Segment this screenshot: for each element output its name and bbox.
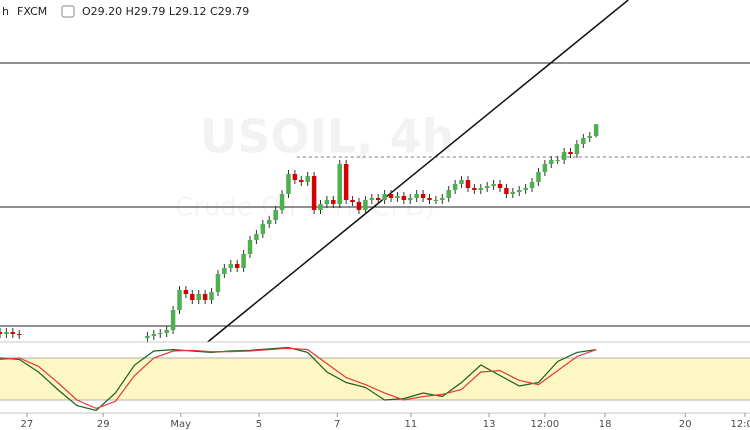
x-tick-label: 12:00 (730, 419, 750, 430)
candle-body (292, 174, 298, 180)
candle-body (478, 188, 484, 190)
candle-body (215, 274, 221, 292)
x-tick-label: 18 (599, 419, 612, 430)
candle-body (542, 164, 548, 172)
candle-body (446, 190, 451, 198)
candle-body (190, 294, 195, 300)
candle-body (356, 202, 362, 210)
ohlc-readout: O29.20 H29.79 L29.12 C29.79 (82, 5, 249, 18)
candle-body (484, 186, 490, 188)
candle-body (202, 294, 208, 300)
candle-body (331, 200, 336, 204)
candle-body (555, 160, 560, 161)
candle-body (286, 174, 291, 194)
candle-body (337, 164, 342, 204)
candle-body (209, 292, 214, 300)
candle-body (324, 200, 330, 204)
candle-body (568, 152, 573, 154)
candle-body (491, 184, 496, 186)
candle-body (414, 194, 419, 198)
x-tick-label: 5 (256, 419, 262, 430)
candle-body (16, 334, 22, 335)
candle-body (183, 290, 189, 294)
candle-body (311, 176, 317, 210)
candle-body (574, 144, 580, 154)
candle-body (273, 210, 278, 220)
source: FXCM (17, 5, 47, 18)
candle-body (369, 198, 375, 200)
candle-body (433, 200, 439, 201)
x-tick-label: 29 (97, 419, 110, 430)
candle-body (158, 333, 163, 334)
candle-body (504, 188, 509, 194)
eye-icon[interactable] (61, 5, 75, 18)
candle-body (151, 334, 157, 336)
x-tick-label: 12:00 (530, 419, 559, 430)
candle-body (472, 188, 477, 190)
candle-body (401, 196, 407, 200)
candle-body (408, 198, 413, 200)
x-tick-label: 20 (679, 419, 692, 430)
candle-body (581, 138, 586, 144)
candle-body (363, 200, 368, 210)
candle-body (529, 182, 535, 188)
candle-body (305, 176, 310, 182)
candle-body (343, 164, 349, 200)
x-tick-label: 7 (334, 419, 340, 430)
candle-body (452, 184, 458, 190)
candle-body (350, 200, 355, 202)
candle-body (222, 268, 227, 274)
trend-line (207, 0, 629, 343)
candle-body (260, 224, 266, 234)
candle-body (561, 152, 567, 160)
candle-body (440, 198, 445, 200)
x-tick-label: May (170, 419, 191, 430)
candle-body (523, 188, 528, 190)
candle-body (299, 180, 304, 182)
interval: h (2, 5, 9, 18)
candle-body (420, 194, 426, 198)
candle-body (145, 336, 150, 338)
candle-body (536, 172, 541, 182)
candle-body (266, 220, 272, 224)
candle-body (465, 180, 471, 188)
candle-body (510, 192, 516, 194)
x-tick-label: 27 (21, 419, 34, 430)
watermark: USOIL, 4h (200, 110, 454, 164)
candle-body (0, 332, 3, 334)
candle-body (497, 184, 503, 188)
candle-body (549, 160, 554, 164)
candle-body (395, 196, 400, 198)
candle-body (234, 264, 240, 268)
oscillator-pane (0, 346, 750, 412)
candle-body (164, 330, 169, 333)
candle-body (170, 310, 176, 330)
candle-body (593, 124, 599, 136)
candle-body (254, 234, 259, 240)
candle-body (10, 332, 16, 334)
candle-body (196, 294, 201, 300)
candle-body (516, 190, 522, 192)
candle-body (427, 198, 432, 200)
candle-body (228, 264, 234, 268)
candle-body (459, 180, 464, 184)
oscillator-line (0, 347, 597, 410)
x-tick-label: 13 (483, 419, 496, 430)
candle-body (247, 240, 253, 254)
candle-body (318, 204, 323, 210)
candle-body (4, 332, 9, 334)
candle-body (382, 194, 387, 200)
candle-body (241, 254, 246, 268)
candle-body (587, 136, 592, 138)
candle-body (388, 194, 394, 198)
candle-body (177, 290, 182, 310)
candle-body (279, 194, 285, 210)
candle-body (375, 198, 381, 200)
x-tick-label: 11 (405, 419, 418, 430)
price-pane (0, 0, 750, 343)
